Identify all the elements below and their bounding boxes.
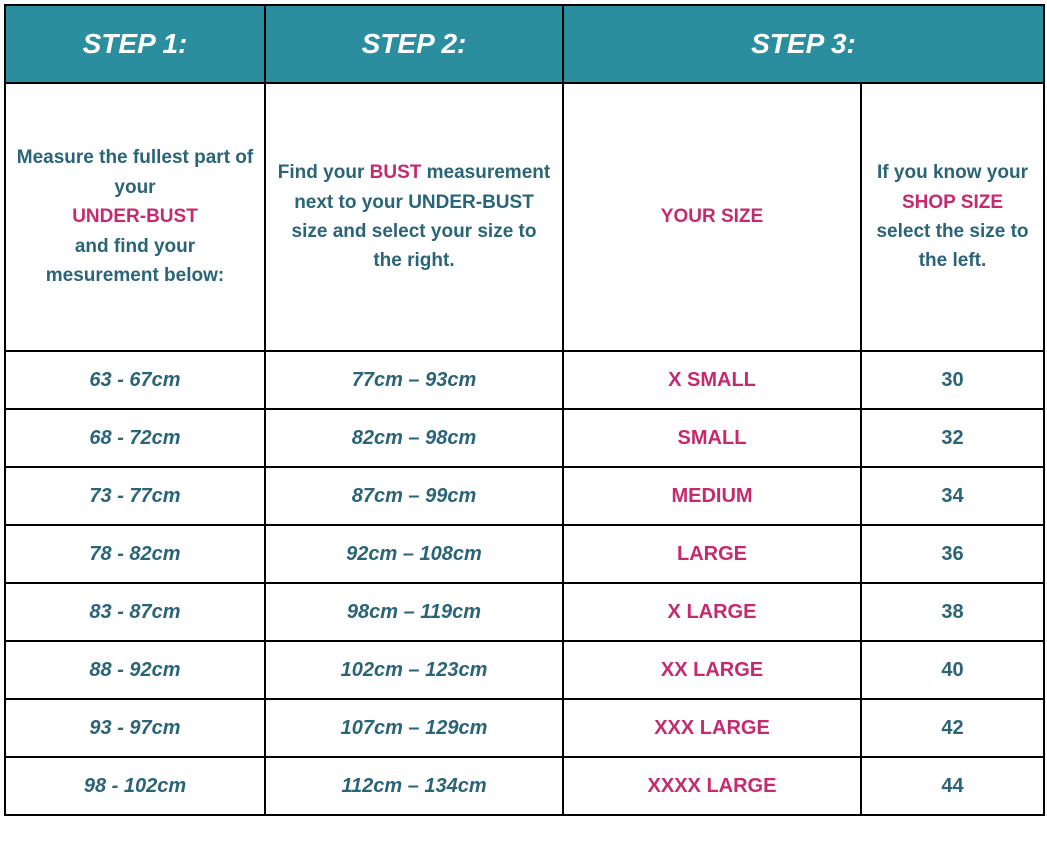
step2-highlight: BUST bbox=[370, 162, 422, 183]
bust-cell: 107cm – 129cm bbox=[265, 699, 563, 757]
bust-cell: 77cm – 93cm bbox=[265, 351, 563, 409]
size-chart-table: STEP 1: STEP 2: STEP 3: Measure the full… bbox=[4, 4, 1045, 816]
step1-text-a: Measure the fullest part of your bbox=[17, 147, 254, 197]
size-cell: MEDIUM bbox=[563, 467, 861, 525]
shop-size-highlight: SHOP SIZE bbox=[902, 192, 1003, 213]
step2-instruction: Find your BUST measurement next to your … bbox=[265, 83, 563, 351]
under-bust-cell: 93 - 97cm bbox=[5, 699, 265, 757]
size-cell: X LARGE bbox=[563, 583, 861, 641]
under-bust-cell: 68 - 72cm bbox=[5, 409, 265, 467]
shop-cell: 32 bbox=[861, 409, 1044, 467]
under-bust-cell: 78 - 82cm bbox=[5, 525, 265, 583]
bust-cell: 82cm – 98cm bbox=[265, 409, 563, 467]
step3-header: STEP 3: bbox=[563, 5, 1044, 83]
size-cell: XX LARGE bbox=[563, 641, 861, 699]
size-cell: X SMALL bbox=[563, 351, 861, 409]
shop-cell: 40 bbox=[861, 641, 1044, 699]
step1-text-b: and find your mesurement below: bbox=[46, 236, 224, 286]
header-row: STEP 1: STEP 2: STEP 3: bbox=[5, 5, 1044, 83]
step1-highlight: UNDER-BUST bbox=[72, 206, 198, 227]
step3-text-b: select the size to the left. bbox=[876, 221, 1028, 271]
under-bust-cell: 88 - 92cm bbox=[5, 641, 265, 699]
step1-instruction: Measure the fullest part of your UNDER-B… bbox=[5, 83, 265, 351]
table-row: 68 - 72cm 82cm – 98cm SMALL 32 bbox=[5, 409, 1044, 467]
table-row: 88 - 92cm 102cm – 123cm XX LARGE 40 bbox=[5, 641, 1044, 699]
table-row: 93 - 97cm 107cm – 129cm XXX LARGE 42 bbox=[5, 699, 1044, 757]
table-row: 63 - 67cm 77cm – 93cm X SMALL 30 bbox=[5, 351, 1044, 409]
size-cell: XXXX LARGE bbox=[563, 757, 861, 815]
table-row: 83 - 87cm 98cm – 119cm X LARGE 38 bbox=[5, 583, 1044, 641]
shop-cell: 30 bbox=[861, 351, 1044, 409]
step2-text-a: Find your bbox=[278, 162, 370, 183]
step3-your-size: YOUR SIZE bbox=[563, 83, 861, 351]
step2-header: STEP 2: bbox=[265, 5, 563, 83]
shop-cell: 36 bbox=[861, 525, 1044, 583]
table-row: 73 - 77cm 87cm – 99cm MEDIUM 34 bbox=[5, 467, 1044, 525]
your-size-label: YOUR SIZE bbox=[661, 206, 763, 227]
under-bust-cell: 83 - 87cm bbox=[5, 583, 265, 641]
bust-cell: 98cm – 119cm bbox=[265, 583, 563, 641]
bust-cell: 112cm – 134cm bbox=[265, 757, 563, 815]
shop-cell: 42 bbox=[861, 699, 1044, 757]
table-row: 98 - 102cm 112cm – 134cm XXXX LARGE 44 bbox=[5, 757, 1044, 815]
bust-cell: 92cm – 108cm bbox=[265, 525, 563, 583]
shop-cell: 34 bbox=[861, 467, 1044, 525]
step3-text-a: If you know your bbox=[877, 162, 1028, 183]
under-bust-cell: 63 - 67cm bbox=[5, 351, 265, 409]
under-bust-cell: 73 - 77cm bbox=[5, 467, 265, 525]
step1-header: STEP 1: bbox=[5, 5, 265, 83]
shop-cell: 44 bbox=[861, 757, 1044, 815]
table-row: 78 - 82cm 92cm – 108cm LARGE 36 bbox=[5, 525, 1044, 583]
bust-cell: 102cm – 123cm bbox=[265, 641, 563, 699]
bust-cell: 87cm – 99cm bbox=[265, 467, 563, 525]
size-cell: SMALL bbox=[563, 409, 861, 467]
size-cell: XXX LARGE bbox=[563, 699, 861, 757]
instruction-row: Measure the fullest part of your UNDER-B… bbox=[5, 83, 1044, 351]
shop-cell: 38 bbox=[861, 583, 1044, 641]
under-bust-cell: 98 - 102cm bbox=[5, 757, 265, 815]
step3-shop-size-instruction: If you know your SHOP SIZE select the si… bbox=[861, 83, 1044, 351]
size-cell: LARGE bbox=[563, 525, 861, 583]
